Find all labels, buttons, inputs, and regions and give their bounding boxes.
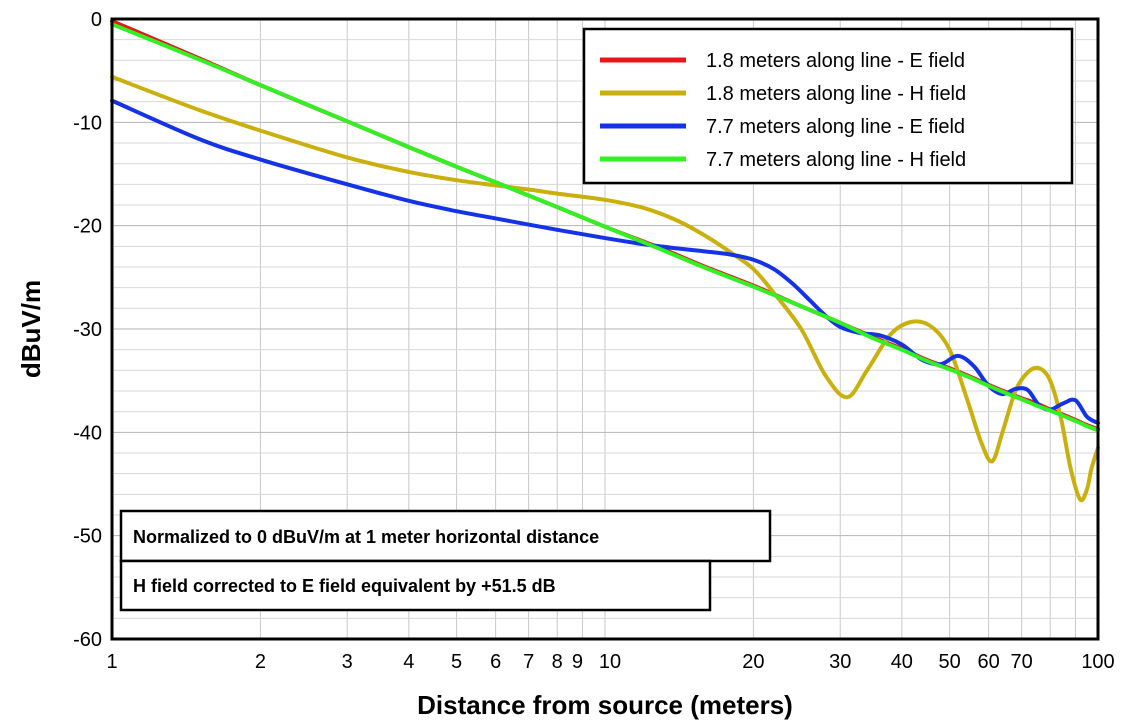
x-tick-label: 30 (829, 651, 851, 673)
x-axis-title: Distance from source (meters) (417, 690, 793, 720)
annotation-normalized-box (119, 509, 772, 563)
x-tick-label: 7 (523, 651, 534, 673)
y-tick-label: -50 (73, 526, 102, 548)
x-tick-label: 3 (342, 651, 353, 673)
legend: 1.8 meters along line - E field 1.8 meter… (582, 27, 1074, 185)
x-axis-tick-labels: 1 2 3 4 5 6 7 8 9 10 20 30 40 50 60 70 100 (106, 651, 1114, 673)
y-tick-label: 0 (91, 9, 102, 31)
y-tick-label: -40 (73, 422, 102, 444)
x-tick-label: 1 (106, 651, 117, 673)
x-tick-label: 4 (403, 651, 414, 673)
legend-label: 1.8 meters along line - E field (706, 50, 965, 72)
y-axis-title: dBuV/m (16, 280, 46, 378)
plot-series-group (110, 19, 1100, 503)
x-tick-label: 9 (572, 651, 583, 673)
x-tick-label: 8 (552, 651, 563, 673)
annotation-correction-text: H field corrected to E field equivalent … (133, 576, 556, 596)
plot-frame (110, 17, 1100, 641)
x-tick-label: 50 (938, 651, 960, 673)
x-tick-label: 40 (891, 651, 913, 673)
legend-label: 7.7 meters along line - H field (706, 149, 966, 171)
x-tick-label: 2 (255, 651, 266, 673)
annotation-correction: H field corrected to E field equivalent … (119, 559, 712, 612)
y-tick-label: -20 (73, 216, 102, 238)
series-line-1-8-meters-along-line-h-field (110, 74, 1100, 503)
annotation-normalized: Normalized to 0 dBuV/m at 1 meter horizo… (119, 509, 772, 563)
x-tick-label: 20 (742, 651, 764, 673)
annotation-correction-box (119, 559, 712, 612)
y-tick-label: -60 (73, 629, 102, 651)
x-tick-label: 10 (599, 651, 621, 673)
legend-label: 7.7 meters along line - E field (706, 116, 965, 138)
annotation-normalized-text: Normalized to 0 dBuV/m at 1 meter horizo… (133, 527, 599, 547)
y-axis-tick-labels: 0 -10 -20 -30 -40 -50 -60 (73, 9, 102, 651)
series-line-7-7-meters-along-line-h-field (110, 22, 1100, 433)
legend-label: 1.8 meters along line - H field (706, 83, 966, 105)
legend-items: 1.8 meters along line - E field 1.8 meter… (600, 50, 966, 171)
x-tick-label: 70 (1011, 651, 1033, 673)
y-tick-label: -30 (73, 319, 102, 341)
x-tick-label: 60 (978, 651, 1000, 673)
x-tick-label: 100 (1081, 651, 1114, 673)
x-tick-label: 5 (451, 651, 462, 673)
x-tick-label: 6 (490, 651, 501, 673)
y-tick-label: -10 (73, 112, 102, 134)
